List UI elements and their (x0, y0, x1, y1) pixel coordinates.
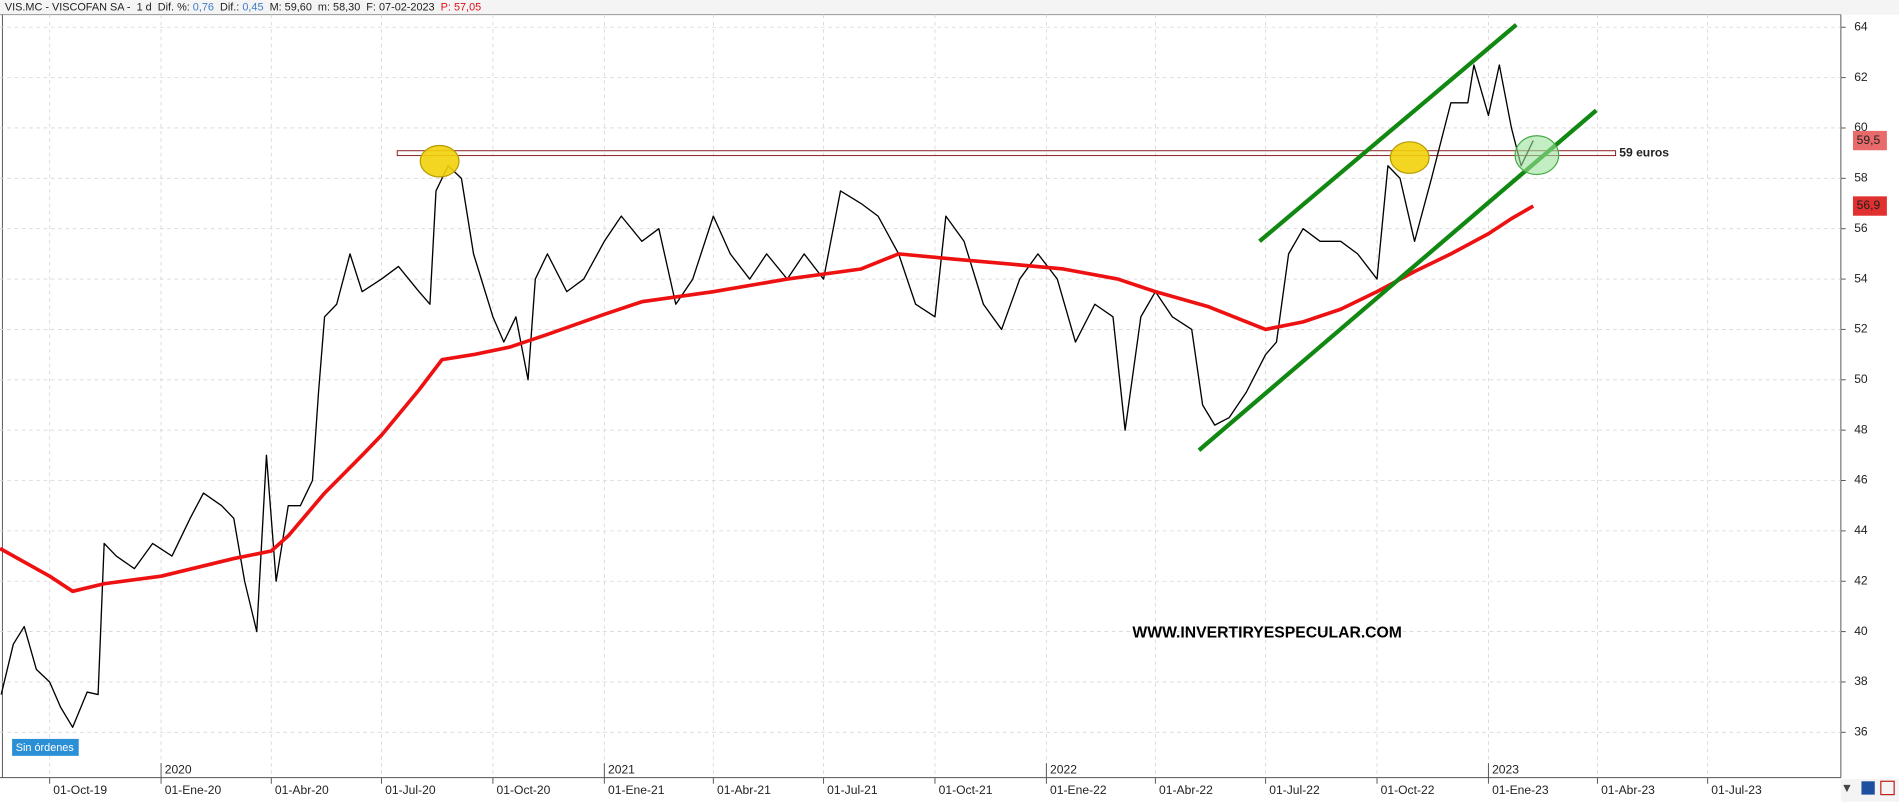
y-tick-label: 44 (1854, 523, 1868, 537)
y-tick-label: 60 (1854, 120, 1868, 134)
year-label: 2021 (608, 763, 635, 777)
watermark: WWW.INVERTIRYESPECULAR.COM (1132, 625, 1402, 642)
price-tag-label: 59,5 (1857, 133, 1881, 147)
y-tick-label: 40 (1854, 624, 1868, 638)
x-tick-label: 01-Jul-23 (1711, 783, 1762, 797)
annotations (419, 135, 1560, 178)
x-tick-label: 01-Oct-21 (939, 783, 993, 797)
x-tick-label: 01-Abr-22 (1159, 783, 1213, 797)
price-tag-label: 56,9 (1857, 198, 1881, 212)
series-line (0, 204, 1535, 594)
highlight-circle (1514, 135, 1560, 176)
x-tick-label: 01-Oct-19 (53, 783, 107, 797)
x-tick-label: 01-Ene-22 (1050, 783, 1107, 797)
highlight-circle (1389, 141, 1430, 174)
y-tick-label: 52 (1854, 322, 1868, 336)
x-tick-label: 01-Jul-21 (827, 783, 878, 797)
status-label: Sin órdenes (16, 742, 75, 754)
labels: VIS.MC - VISCOFAN SA - 1 d Dif. %: 0,76 … (5, 1, 1881, 797)
toolbar (1840, 778, 1899, 802)
dropdown-icon[interactable] (1843, 784, 1851, 793)
header-segment: P: 57,05 (441, 1, 482, 13)
x-tick-label: 01-Ene-20 (165, 783, 222, 797)
x-tick-label: 01-Abr-20 (275, 783, 329, 797)
level-band (396, 150, 1617, 157)
header-segment: 0,76 (193, 1, 214, 13)
x-tick-label: 01-Oct-20 (497, 783, 551, 797)
status-badge (12, 738, 79, 756)
year-label: 2023 (1492, 763, 1519, 777)
marks (0, 23, 1887, 728)
x-tick-label: 01-Ene-21 (608, 783, 665, 797)
header: VIS.MC - VISCOFAN SA - 1 d Dif. %: 0,76 … (5, 1, 481, 13)
trend-line (1258, 23, 1518, 243)
y-tick-label: 36 (1854, 725, 1868, 739)
grid (0, 14, 1846, 784)
x-tick-label: 01-Jul-22 (1269, 783, 1320, 797)
level-label: 59 euros (1619, 145, 1669, 159)
y-tick-label: 54 (1854, 271, 1868, 285)
save-icon[interactable] (1861, 781, 1875, 795)
price-tag (1852, 130, 1887, 151)
header-segment: VIS.MC - VISCOFAN SA - 1 d Dif. %: (5, 1, 193, 13)
y-tick-label: 56 (1854, 221, 1868, 235)
y-tick-label: 62 (1854, 70, 1868, 84)
x-tick-label: 01-Oct-22 (1381, 783, 1435, 797)
y-tick-label: 58 (1854, 171, 1868, 185)
x-tick-label: 01-Abr-23 (1601, 783, 1655, 797)
header-bar (0, 0, 1899, 15)
header-segment: 0,45 (242, 1, 263, 13)
y-tick-label: 48 (1854, 422, 1868, 436)
y-tick-label: 46 (1854, 473, 1868, 487)
print-icon[interactable] (1880, 780, 1895, 796)
header-segment: M: 59,60 m: 58,30 F: 07-02-2023 (264, 1, 441, 13)
y-tick-label: 50 (1854, 372, 1868, 386)
header-segment: Dif.: (214, 1, 242, 13)
y-tick-label: 64 (1854, 19, 1868, 33)
x-tick-label: 01-Jul-20 (385, 783, 436, 797)
year-label: 2022 (1050, 763, 1077, 777)
series-line (0, 64, 1534, 728)
x-tick-label: 01-Ene-23 (1492, 783, 1549, 797)
y-tick-label: 38 (1854, 674, 1868, 688)
x-tick-label: 01-Abr-21 (717, 783, 771, 797)
price-tag (1852, 196, 1887, 216)
year-label: 2020 (165, 763, 192, 777)
y-tick-label: 42 (1854, 573, 1868, 587)
highlight-circle (419, 144, 460, 178)
